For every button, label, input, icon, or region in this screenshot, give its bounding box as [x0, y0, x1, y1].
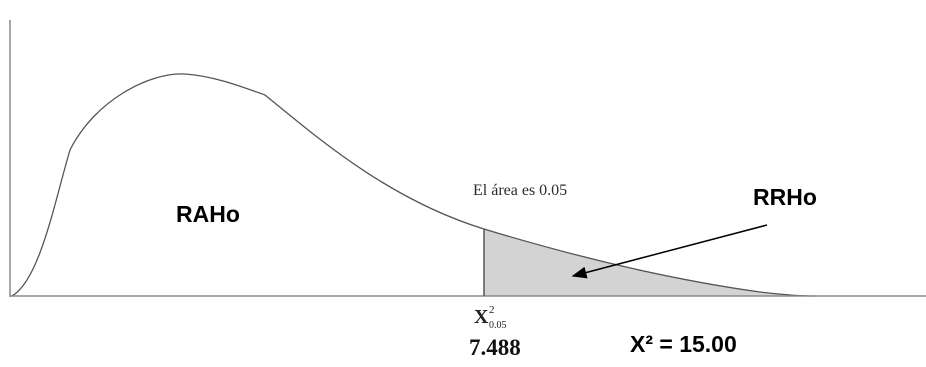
- rejection-arrow: [571, 224, 768, 279]
- chi-symbol-subscript: 0.05: [489, 320, 507, 331]
- test-statistic-label: X² = 15.00: [630, 331, 737, 357]
- chi-symbol-superscript: 2: [489, 304, 495, 316]
- rejection-region-label: RRHo: [753, 184, 817, 210]
- critical-value-label: 7.488: [469, 335, 521, 360]
- density-curve: [11, 73, 816, 297]
- area-note-label: El área es 0.05: [473, 182, 568, 199]
- chi-symbol-base: X: [474, 306, 489, 328]
- acceptance-region-label: RAHo: [176, 201, 240, 227]
- critical-chi-square-symbol: X 2 0.05: [474, 304, 534, 341]
- rejection-region-area: [484, 229, 815, 296]
